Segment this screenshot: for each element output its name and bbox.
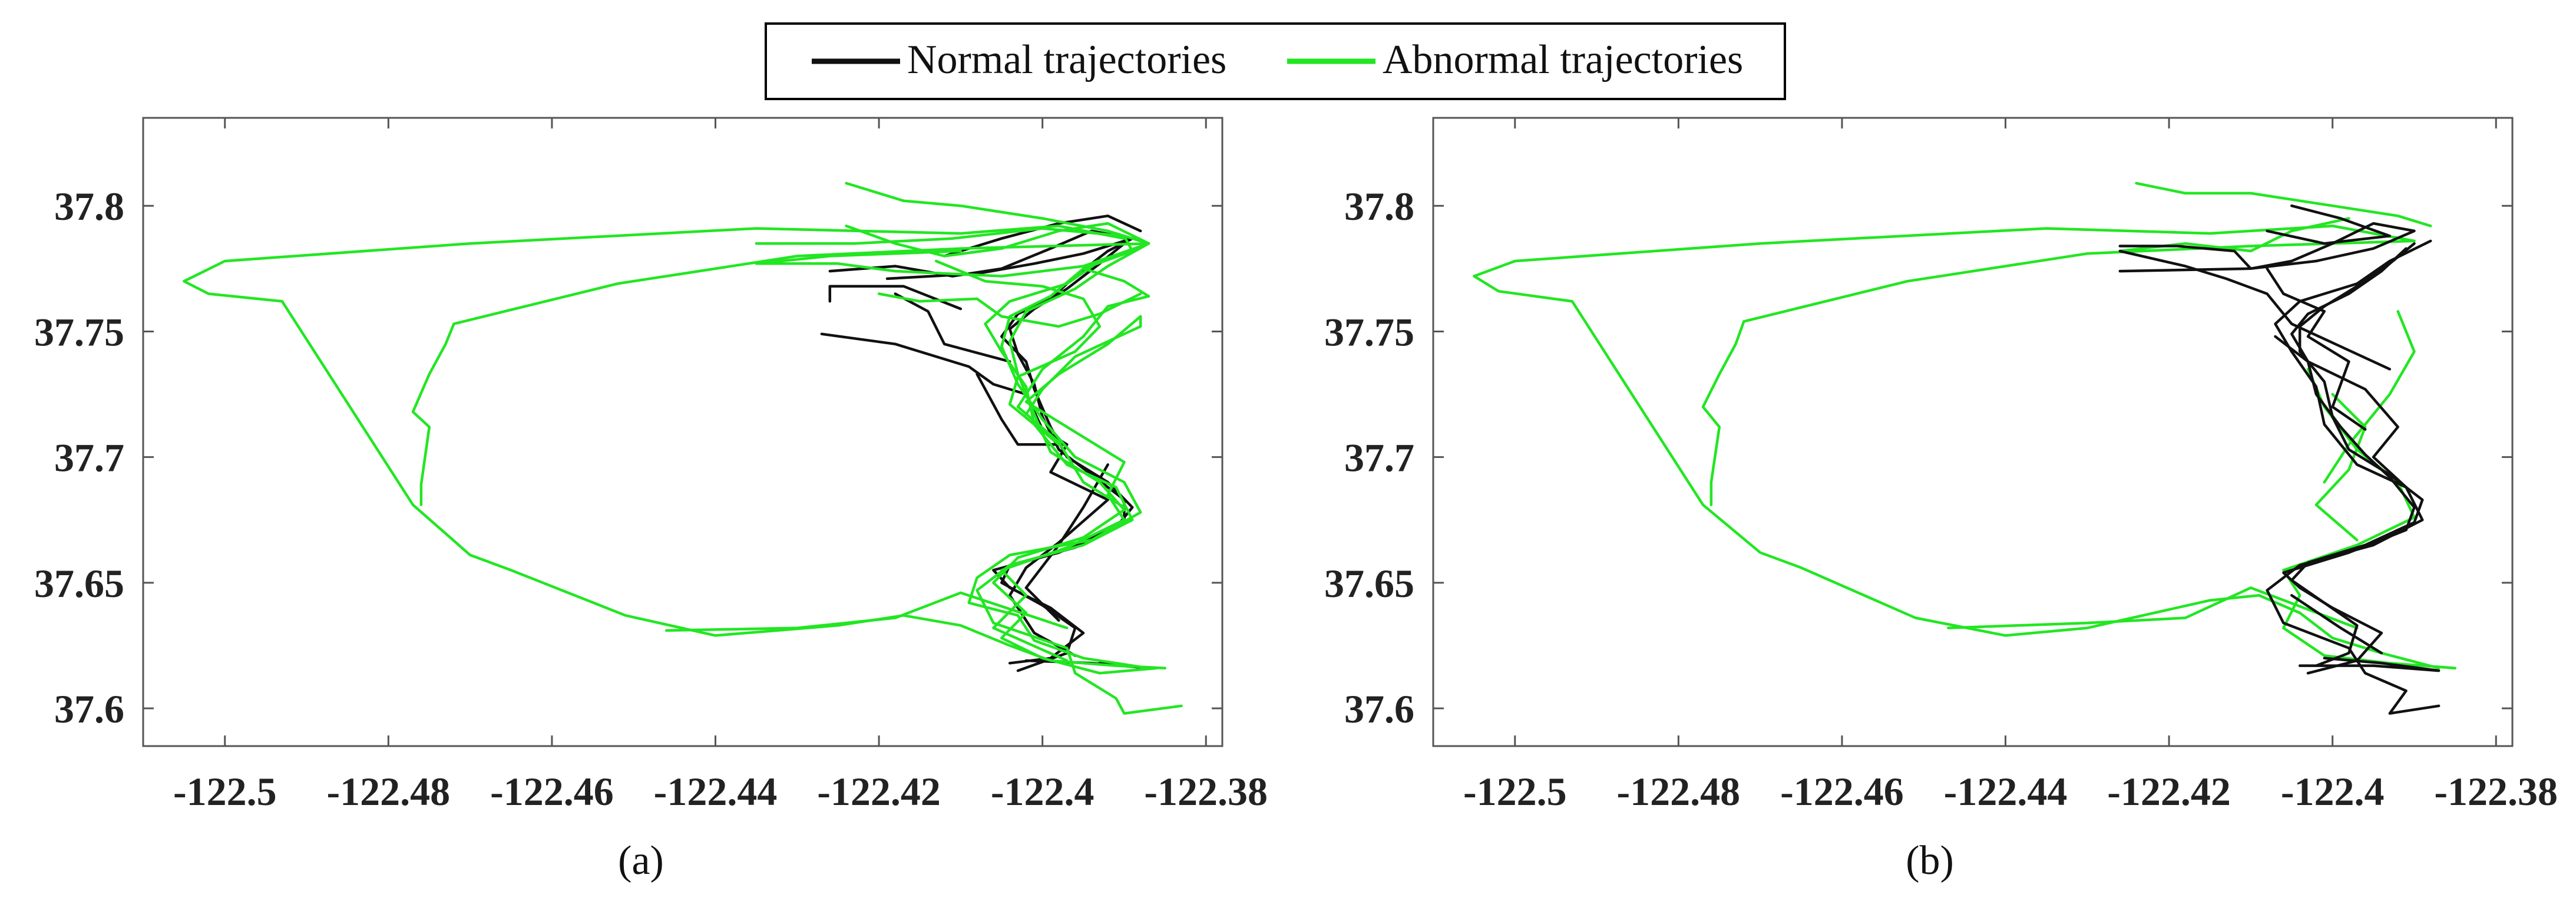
x-tick-label: -122.4 bbox=[991, 769, 1094, 814]
normal-trajectory-7 bbox=[828, 285, 963, 311]
x-tick-label: -122.38 bbox=[1144, 769, 1268, 814]
x-tick-label: -122.48 bbox=[327, 769, 451, 814]
abnormal-trajectory-7 bbox=[1016, 267, 1150, 509]
y-tick-label: 37.75 bbox=[34, 309, 124, 354]
abnormal-trajectory-6 bbox=[992, 315, 1142, 662]
y-tick-label: 37.7 bbox=[1344, 435, 1414, 480]
normal-trajectory-9 bbox=[2274, 335, 2408, 489]
normal-trajectory-6 bbox=[2118, 249, 2392, 371]
normal-trajectory-10 bbox=[2266, 204, 2392, 245]
x-tick-label: -122.5 bbox=[173, 769, 277, 814]
series-layer bbox=[183, 182, 1183, 715]
normal-trajectory-1 bbox=[2266, 239, 2441, 715]
series-abnormal bbox=[1473, 182, 2457, 670]
x-axis: -122.5 -122.48 -122.46 -122.44 -122.42 -122.4… bbox=[173, 118, 1268, 814]
series-abnormal bbox=[183, 182, 1183, 715]
y-axis: 37.6 37.65 37.7 37.75 37.8 bbox=[34, 184, 1222, 731]
abnormal-trajectory-9 bbox=[877, 292, 1142, 328]
y-tick-label: 37.8 bbox=[1344, 184, 1414, 229]
x-tick-label: -122.46 bbox=[1780, 769, 1904, 814]
y-tick-label: 37.6 bbox=[1344, 687, 1414, 731]
series-normal bbox=[2118, 204, 2441, 715]
x-tick-label: -122.44 bbox=[1944, 769, 2068, 814]
legend: Normal trajectories Abnormal trajectorie… bbox=[765, 22, 1786, 100]
normal-trajectory-5 bbox=[2118, 222, 2416, 273]
y-axis: 37.6 37.65 37.7 37.75 37.8 bbox=[1324, 184, 2512, 731]
chart-panel-b: -122.5 -122.48 -122.46 -122.44 -122.42 -122.4… bbox=[1324, 117, 2558, 883]
x-tick-label: -122.42 bbox=[817, 769, 941, 814]
legend-label-abnormal: Abnormal trajectories bbox=[1383, 37, 1743, 83]
normal-trajectory-3 bbox=[2282, 247, 2416, 675]
y-tick-label: 37.7 bbox=[54, 435, 124, 480]
abnormal-trajectory-7 bbox=[2323, 310, 2416, 484]
x-tick-label: -122.44 bbox=[654, 769, 778, 814]
abnormal-trajectory-8 bbox=[755, 222, 1150, 278]
normal-trajectory-8 bbox=[894, 292, 1011, 363]
normal-trajectory-5 bbox=[975, 372, 1069, 446]
abnormal-trajectory-3 bbox=[1947, 586, 2359, 629]
normal-trajectory-8 bbox=[2290, 593, 2383, 655]
y-tick-label: 37.65 bbox=[34, 561, 124, 606]
abnormal-trajectory-6 bbox=[2314, 392, 2367, 542]
legend-label-normal: Normal trajectories bbox=[907, 37, 1226, 83]
normal-trajectory-4 bbox=[2298, 656, 2441, 672]
chart-panel-a: -122.5 -122.48 -122.46 -122.44 -122.42 -122.4… bbox=[34, 117, 1268, 883]
x-tick-label: -122.4 bbox=[2281, 769, 2385, 814]
panel-caption-b: (b) bbox=[1906, 838, 1954, 883]
x-tick-label: -122.38 bbox=[2434, 769, 2558, 814]
x-axis: -122.5 -122.48 -122.46 -122.44 -122.42 -122.4… bbox=[1463, 118, 2558, 814]
x-tick-label: -122.42 bbox=[2107, 769, 2231, 814]
abnormal-trajectory-3 bbox=[183, 225, 1167, 670]
abnormal-trajectory-2 bbox=[1701, 239, 2416, 506]
y-tick-label: 37.8 bbox=[54, 184, 124, 229]
abnormal-trajectory-10 bbox=[934, 259, 1102, 446]
normal-trajectory-10 bbox=[943, 215, 1142, 258]
normal-trajectory-7 bbox=[2266, 267, 2367, 431]
y-tick-label: 37.75 bbox=[1324, 309, 1414, 354]
y-tick-label: 37.65 bbox=[1324, 561, 1414, 606]
abnormal-trajectory-5 bbox=[664, 591, 1069, 632]
x-tick-label: -122.5 bbox=[1463, 769, 1567, 814]
abnormal-trajectory-4 bbox=[2135, 182, 2432, 227]
series-layer bbox=[1473, 182, 2457, 715]
x-tick-label: -122.48 bbox=[1617, 769, 1741, 814]
abnormal-trajectory-1 bbox=[1473, 225, 2441, 670]
y-tick-label: 37.6 bbox=[54, 687, 124, 731]
panel-caption-a: (a) bbox=[618, 838, 664, 883]
x-tick-label: -122.46 bbox=[490, 769, 614, 814]
legend-box bbox=[765, 22, 1786, 100]
abnormal-trajectory-4 bbox=[411, 242, 1159, 675]
